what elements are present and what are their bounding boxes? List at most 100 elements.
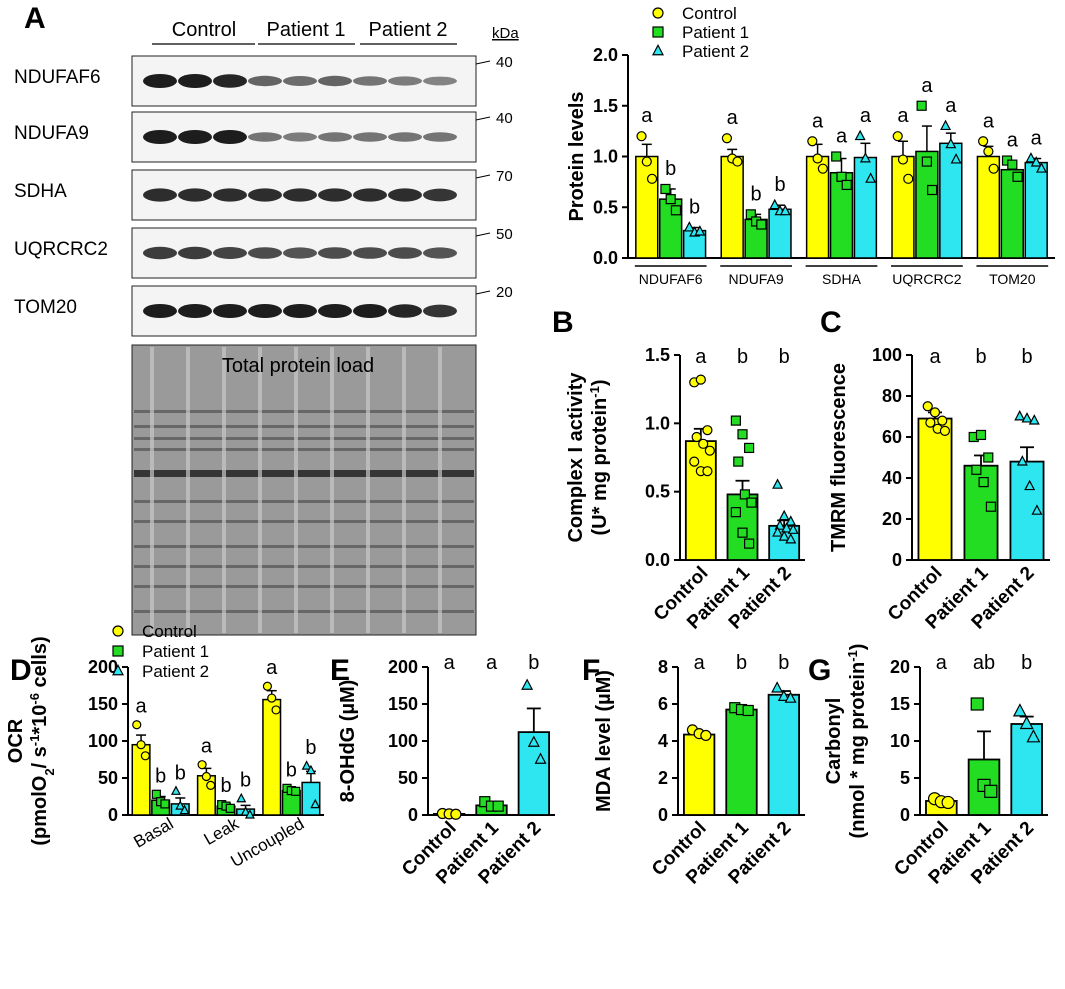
data-point	[136, 740, 146, 750]
data-point	[865, 172, 877, 183]
panel-label-b: B	[552, 306, 574, 339]
bar-group-leak-patient-2: b	[236, 770, 256, 819]
blot-band-tom20-lane-1	[143, 304, 177, 318]
blot-band-sdha-lane-3	[213, 188, 247, 202]
panel-label-a: A	[24, 2, 46, 35]
blot-band-ndufaf6-lane-7	[353, 76, 387, 86]
y-axis-label-part: 2	[42, 768, 57, 775]
blot-band-ndufaf6-lane-5	[283, 76, 317, 86]
significance-letter: b	[1021, 346, 1032, 368]
bar-group-leak-control: a	[196, 736, 216, 816]
data-point	[854, 129, 866, 141]
data-point	[646, 173, 658, 184]
y-tick-label: 150	[388, 694, 418, 714]
y-tick-label: 10	[890, 731, 910, 751]
legend-marker-patient-1	[652, 26, 664, 38]
y-axis-label-units: (U* mg protein-1)	[587, 379, 612, 535]
gel-lane-gap-9	[438, 347, 442, 633]
significance-letter: a	[486, 652, 498, 674]
y-axis-label: Protein levels	[566, 91, 588, 221]
data-point	[950, 153, 962, 164]
blot-band-tom20-lane-3	[213, 304, 247, 318]
blot-band-name-uqrcrc2: UQRCRC2	[14, 239, 108, 260]
data-point	[807, 136, 818, 147]
data-point	[978, 136, 989, 147]
y-tick-label: 2	[658, 768, 668, 788]
data-point	[940, 119, 952, 131]
data-point	[702, 425, 713, 436]
gel-lane-gap-4	[258, 347, 262, 633]
legend-label-patient-2: Patient 2	[682, 42, 749, 61]
data-point	[778, 530, 790, 541]
blot-band-uqrcrc2-lane-5	[283, 247, 317, 259]
significance-letter: a	[836, 126, 848, 148]
data-point	[704, 445, 715, 456]
y-axis-label-part: -1	[845, 650, 860, 662]
gel-band-3	[134, 437, 474, 440]
data-point	[732, 156, 743, 167]
y-tick-label: 0	[658, 805, 668, 825]
bar-group-tom20-patient-2: a	[1024, 128, 1048, 259]
blot-band-uqrcrc2-lane-2	[178, 246, 212, 260]
significance-letter: a	[694, 652, 706, 674]
data-point	[772, 526, 784, 537]
x-tick-label: Leak	[201, 814, 243, 849]
significance-letter: a	[860, 105, 872, 127]
significance-letter: b	[774, 174, 785, 196]
y-axis-label: OCR	[5, 718, 27, 763]
data-point	[310, 798, 321, 809]
data-point	[170, 785, 181, 795]
y-tick-label: 0.0	[645, 550, 670, 570]
data-point	[132, 720, 142, 730]
gel-band-11	[134, 610, 474, 613]
significance-letter: a	[945, 95, 957, 117]
significance-letter: a	[266, 657, 278, 679]
y-tick-label: 150	[88, 694, 118, 714]
significance-letter: b	[1021, 652, 1032, 674]
bar-group-basal-patient-1: b	[151, 765, 171, 816]
gel-band-1	[134, 410, 474, 413]
blot-band-uqrcrc2-lane-6	[318, 247, 352, 259]
y-axis-label-part: Carbonyl	[823, 698, 845, 785]
y-axis-label-part: 8-OHdG (µM)	[337, 680, 359, 803]
data-point	[534, 752, 547, 764]
data-point	[492, 800, 504, 812]
y-tick-label: 5	[900, 768, 910, 788]
x-tick-label: Basal	[130, 814, 176, 852]
bar-uqrcrc2-control	[891, 155, 915, 259]
bar-group-uncoupled-patient-2: b	[301, 737, 321, 816]
y-tick-label: 1.0	[645, 413, 670, 433]
data-point	[689, 456, 700, 467]
y-tick-label: 80	[882, 386, 902, 406]
gel-lane-gap-7	[366, 347, 370, 633]
data-point	[945, 137, 957, 149]
data-point	[702, 466, 713, 477]
bar-group-ndufaf6-patient-2: b	[682, 197, 707, 259]
significance-letter: a	[444, 652, 456, 674]
data-point	[743, 538, 755, 549]
data-point	[527, 735, 540, 747]
data-point	[698, 438, 709, 449]
y-tick-label: 100	[872, 345, 902, 365]
y-axis-label-part: -1	[27, 735, 42, 747]
significance-letter: a	[695, 346, 707, 368]
blot-band-sdha-lane-8	[388, 188, 422, 202]
significance-letter: a	[929, 346, 941, 368]
y-tick-label: 4	[658, 731, 668, 751]
data-point	[841, 179, 852, 191]
x-tick-label: NDUFA9	[728, 271, 783, 287]
data-point	[1012, 171, 1023, 182]
gel-lane-gap-1	[150, 347, 154, 633]
data-point	[1028, 414, 1040, 425]
data-point	[787, 523, 799, 534]
blot-band-sdha-lane-6	[318, 188, 352, 202]
data-point	[1025, 152, 1037, 163]
data-point	[236, 792, 247, 803]
y-tick-label: 50	[398, 768, 418, 788]
blot-band-tom20-lane-2	[178, 304, 212, 318]
significance-letter: b	[778, 652, 789, 674]
legend-label-patient-1: Patient 1	[142, 642, 209, 661]
gel-lane-gap-5	[294, 347, 298, 633]
western-blot: Control Patient 1 Patient 2 kDa NDUFAF6 4…	[14, 19, 519, 636]
data-point	[939, 425, 951, 436]
